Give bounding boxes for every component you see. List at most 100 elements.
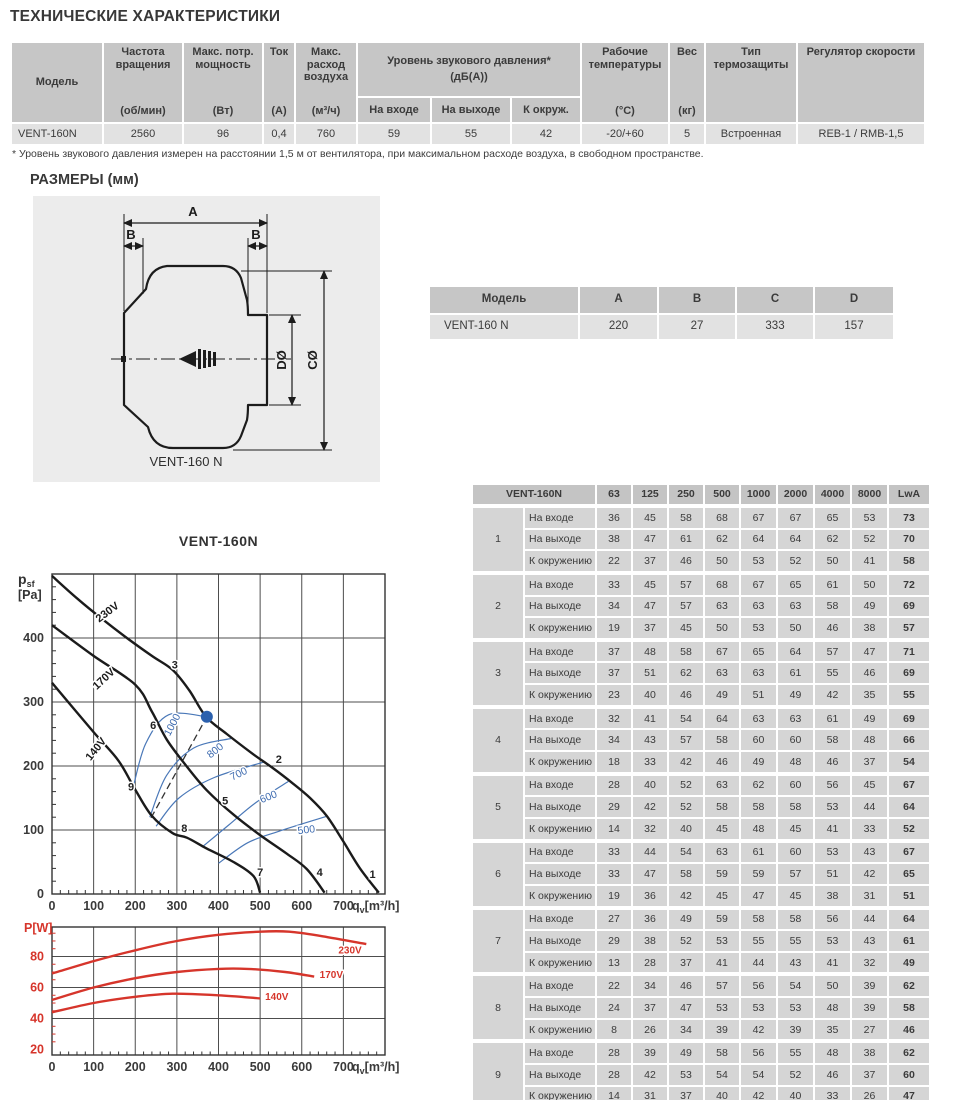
acoustic-value: 39 xyxy=(778,1019,813,1040)
acoustic-value: 54 xyxy=(705,1065,739,1085)
acoustic-value: 60 xyxy=(889,1065,929,1085)
acoustic-value: 51 xyxy=(815,864,850,884)
acoustic-group-number: 3 xyxy=(473,639,523,705)
acoustic-value: 62 xyxy=(889,974,929,997)
x-tick-label: 0 xyxy=(49,1060,56,1074)
acoustic-value: 53 xyxy=(669,1065,703,1085)
dim-label-b-left: B xyxy=(126,227,135,242)
spec-col-6: Вес (кг) xyxy=(670,43,704,122)
y-axis-label: psf xyxy=(18,571,36,589)
acoustic-row-label: К окружению xyxy=(525,752,595,772)
spec-footnote: * Уровень звукового давления измерен на … xyxy=(12,148,704,160)
acoustic-value: 47 xyxy=(741,885,776,906)
x-tick-label: 200 xyxy=(125,1060,146,1074)
acoustic-freq-header: LwA xyxy=(889,485,929,504)
x-tick-label: 0 xyxy=(49,899,56,913)
acoustic-value: 73 xyxy=(889,506,929,528)
airflow-arrow-icon xyxy=(179,351,196,367)
acoustic-value: 52 xyxy=(889,818,929,839)
acoustic-row-label: К окружению xyxy=(525,1086,595,1100)
dim-value: 333 xyxy=(737,315,813,339)
acoustic-value: 46 xyxy=(852,663,887,684)
acoustic-value: 58 xyxy=(705,1041,739,1064)
acoustic-value: 48 xyxy=(778,752,813,772)
acoustic-value: 67 xyxy=(741,506,776,528)
acoustic-value: 54 xyxy=(741,1065,776,1085)
curve-230V xyxy=(51,575,380,894)
dim-value: 27 xyxy=(659,315,735,339)
acoustic-value: 58 xyxy=(669,639,703,662)
spec-col-0: Частота вращения (об/мин) xyxy=(104,43,182,122)
acoustic-value: 63 xyxy=(705,773,739,796)
acoustic-value: 37 xyxy=(597,639,631,662)
x-tick-label: 200 xyxy=(125,899,146,913)
acoustic-value: 49 xyxy=(852,706,887,729)
x-tick-label: 600 xyxy=(291,1060,312,1074)
acoustic-group-number: 6 xyxy=(473,840,523,906)
acoustic-value: 41 xyxy=(852,551,887,571)
acoustic-row-label: К окружению xyxy=(525,685,595,705)
acoustic-row-label: На входе xyxy=(525,840,595,863)
acoustic-value: 40 xyxy=(669,818,703,839)
acoustic-value: 61 xyxy=(815,572,850,595)
acoustic-value: 48 xyxy=(633,639,667,662)
acoustic-value: 50 xyxy=(705,551,739,571)
acoustic-value: 52 xyxy=(669,797,703,817)
acoustic-value: 46 xyxy=(669,685,703,705)
acoustic-row-label: На входе xyxy=(525,506,595,528)
spec-table: Модель Частота вращения (об/мин) Макс. потр… xyxy=(10,41,926,146)
acoustic-value: 45 xyxy=(705,885,739,906)
acoustic-value: 57 xyxy=(889,618,929,638)
acoustic-value: 67 xyxy=(778,506,813,528)
acoustic-value: 52 xyxy=(778,1065,813,1085)
acoustic-value: 49 xyxy=(705,685,739,705)
acoustic-value: 46 xyxy=(705,752,739,772)
operating-point-number: 2 xyxy=(276,754,282,766)
spec-value: 96 xyxy=(184,124,262,144)
acoustic-row-label: На выходе xyxy=(525,864,595,884)
extension-lines xyxy=(123,214,332,451)
power-curve-170V xyxy=(51,967,315,1002)
acoustic-value: 56 xyxy=(815,773,850,796)
acoustic-value: 33 xyxy=(815,1086,850,1100)
acoustic-value: 67 xyxy=(741,572,776,595)
acoustic-value: 55 xyxy=(741,931,776,951)
acoustic-row-label: На выходе xyxy=(525,931,595,951)
acoustic-value: 62 xyxy=(741,773,776,796)
acoustic-value: 59 xyxy=(705,907,739,930)
acoustic-value: 38 xyxy=(633,931,667,951)
acoustic-value: 58 xyxy=(741,797,776,817)
acoustic-value: 49 xyxy=(741,752,776,772)
acoustic-value: 34 xyxy=(669,1019,703,1040)
acoustic-value: 53 xyxy=(815,797,850,817)
page-title: ТЕХНИЧЕСКИЕ ХАРАКТЕРИСТИКИ xyxy=(10,8,281,25)
y-tick-label: 200 xyxy=(23,759,44,773)
curve-170V xyxy=(51,624,326,894)
acoustic-freq-header: 63 xyxy=(597,485,631,504)
acoustic-value: 56 xyxy=(815,907,850,930)
acoustic-freq-header: 500 xyxy=(705,485,739,504)
dimensions-table: Модель A B C D VENT-160 N 220 27 333 157 xyxy=(428,285,895,341)
acoustic-row-label: На выходе xyxy=(525,529,595,550)
dim-value: 157 xyxy=(815,315,893,339)
spec-subcol: На входе xyxy=(358,98,430,122)
acoustic-value: 53 xyxy=(705,931,739,951)
y-tick-label: 400 xyxy=(23,631,44,645)
operating-point-number: 1 xyxy=(369,869,375,881)
x-tick-label: 100 xyxy=(83,899,104,913)
rpm-curve-600 xyxy=(201,780,289,848)
acoustic-value: 38 xyxy=(852,1041,887,1064)
acoustic-value: 62 xyxy=(669,663,703,684)
acoustic-value: 28 xyxy=(597,773,631,796)
acoustic-value: 55 xyxy=(778,931,813,951)
x-tick-label: 500 xyxy=(250,1060,271,1074)
acoustic-row-label: На входе xyxy=(525,1041,595,1064)
acoustic-value: 28 xyxy=(597,1065,631,1085)
acoustic-row-label: На входе xyxy=(525,706,595,729)
acoustic-value: 26 xyxy=(852,1086,887,1100)
acoustic-value: 69 xyxy=(889,663,929,684)
power-curve-label-230V: 230V xyxy=(338,945,362,956)
acoustic-value: 57 xyxy=(669,572,703,595)
